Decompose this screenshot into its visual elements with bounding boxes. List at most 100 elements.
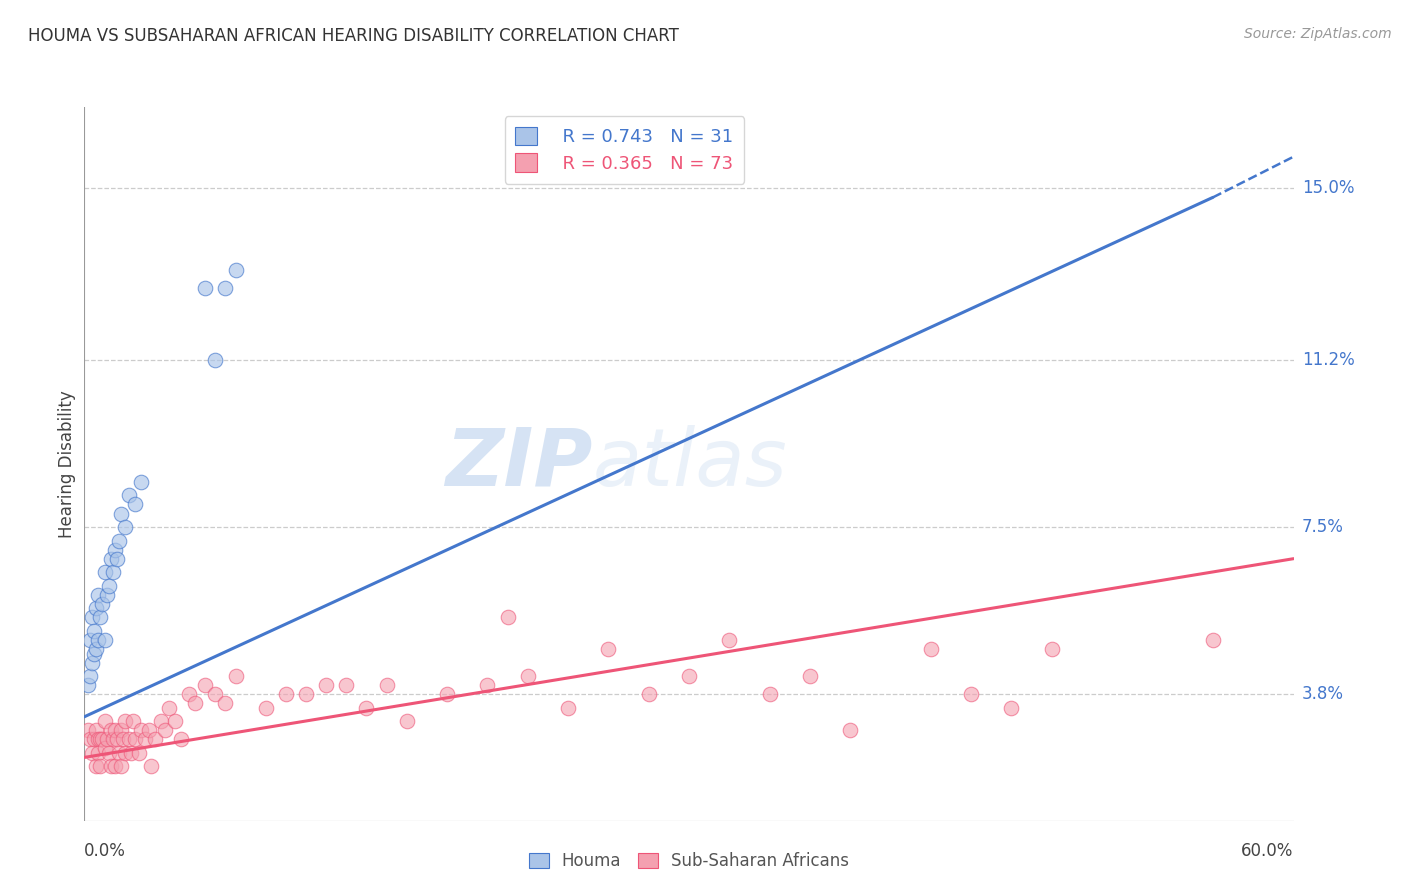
Text: atlas: atlas: [592, 425, 787, 503]
Point: [79, 632, 101, 647]
Point: [104, 723, 127, 738]
Text: 60.0%: 60.0%: [1241, 842, 1294, 860]
Point: [225, 669, 247, 683]
Point: [758, 687, 780, 701]
Point: [356, 700, 378, 714]
Y-axis label: Hearing Disability: Hearing Disability: [58, 390, 76, 538]
Point: [96, 588, 118, 602]
Point: [1040, 642, 1063, 657]
Point: [225, 262, 247, 277]
Point: [678, 669, 700, 683]
Point: [87, 588, 110, 602]
Point: [960, 687, 983, 701]
Point: [179, 687, 201, 701]
Point: [107, 746, 129, 760]
Point: [839, 723, 862, 738]
Point: [295, 687, 318, 701]
Point: [214, 281, 236, 295]
Point: [89, 732, 111, 747]
Point: [97, 746, 120, 760]
Point: [79, 669, 101, 683]
Point: [87, 632, 110, 647]
Point: [82, 610, 104, 624]
Text: 7.5%: 7.5%: [1302, 518, 1344, 536]
Point: [1000, 700, 1022, 714]
Text: 11.2%: 11.2%: [1302, 351, 1354, 369]
Point: [799, 669, 821, 683]
Point: [86, 642, 108, 657]
Point: [114, 714, 136, 729]
Point: [114, 746, 136, 760]
Point: [93, 741, 115, 756]
Point: [375, 678, 398, 692]
Point: [100, 759, 122, 773]
Point: [194, 281, 217, 295]
Point: [83, 647, 105, 661]
Point: [194, 678, 217, 692]
Point: [86, 601, 108, 615]
Point: [79, 732, 101, 747]
Point: [204, 687, 226, 701]
Point: [496, 610, 519, 624]
Point: [118, 732, 141, 747]
Text: HOUMA VS SUBSAHARAN AFRICAN HEARING DISABILITY CORRELATION CHART: HOUMA VS SUBSAHARAN AFRICAN HEARING DISA…: [28, 27, 679, 45]
Point: [920, 642, 942, 657]
Legend: Houma, Sub-Saharan Africans: Houma, Sub-Saharan Africans: [522, 846, 856, 877]
Point: [598, 642, 620, 657]
Point: [87, 746, 110, 760]
Point: [157, 700, 180, 714]
Point: [77, 723, 100, 738]
Point: [204, 353, 226, 368]
Text: Source: ZipAtlas.com: Source: ZipAtlas.com: [1244, 27, 1392, 41]
Point: [118, 488, 141, 502]
Point: [335, 678, 357, 692]
Point: [110, 723, 132, 738]
Point: [105, 551, 128, 566]
Point: [165, 714, 187, 729]
Point: [86, 759, 108, 773]
Point: [91, 597, 114, 611]
Point: [274, 687, 297, 701]
Point: [82, 656, 104, 670]
Point: [477, 678, 499, 692]
Point: [93, 714, 115, 729]
Point: [100, 723, 122, 738]
Point: [124, 732, 146, 747]
Point: [82, 746, 104, 760]
Point: [149, 714, 172, 729]
Point: [87, 732, 110, 747]
Point: [718, 632, 741, 647]
Text: 3.8%: 3.8%: [1302, 685, 1344, 703]
Point: [184, 696, 207, 710]
Point: [89, 759, 111, 773]
Point: [101, 732, 124, 747]
Point: [97, 579, 120, 593]
Point: [129, 723, 152, 738]
Point: [128, 746, 150, 760]
Point: [143, 732, 166, 747]
Point: [110, 507, 132, 521]
Point: [254, 700, 277, 714]
Point: [129, 475, 152, 489]
Point: [105, 732, 128, 747]
Point: [101, 566, 124, 580]
Text: 0.0%: 0.0%: [84, 842, 127, 860]
Point: [96, 732, 118, 747]
Point: [104, 759, 127, 773]
Point: [153, 723, 176, 738]
Point: [111, 732, 134, 747]
Point: [124, 498, 146, 512]
Point: [121, 714, 143, 729]
Point: [139, 759, 162, 773]
Text: 15.0%: 15.0%: [1302, 179, 1354, 197]
Point: [134, 732, 156, 747]
Point: [516, 669, 538, 683]
Point: [93, 566, 115, 580]
Point: [138, 723, 160, 738]
Point: [120, 746, 142, 760]
Point: [100, 551, 122, 566]
Point: [83, 624, 105, 638]
Point: [89, 610, 111, 624]
Point: [91, 732, 114, 747]
Point: [77, 678, 100, 692]
